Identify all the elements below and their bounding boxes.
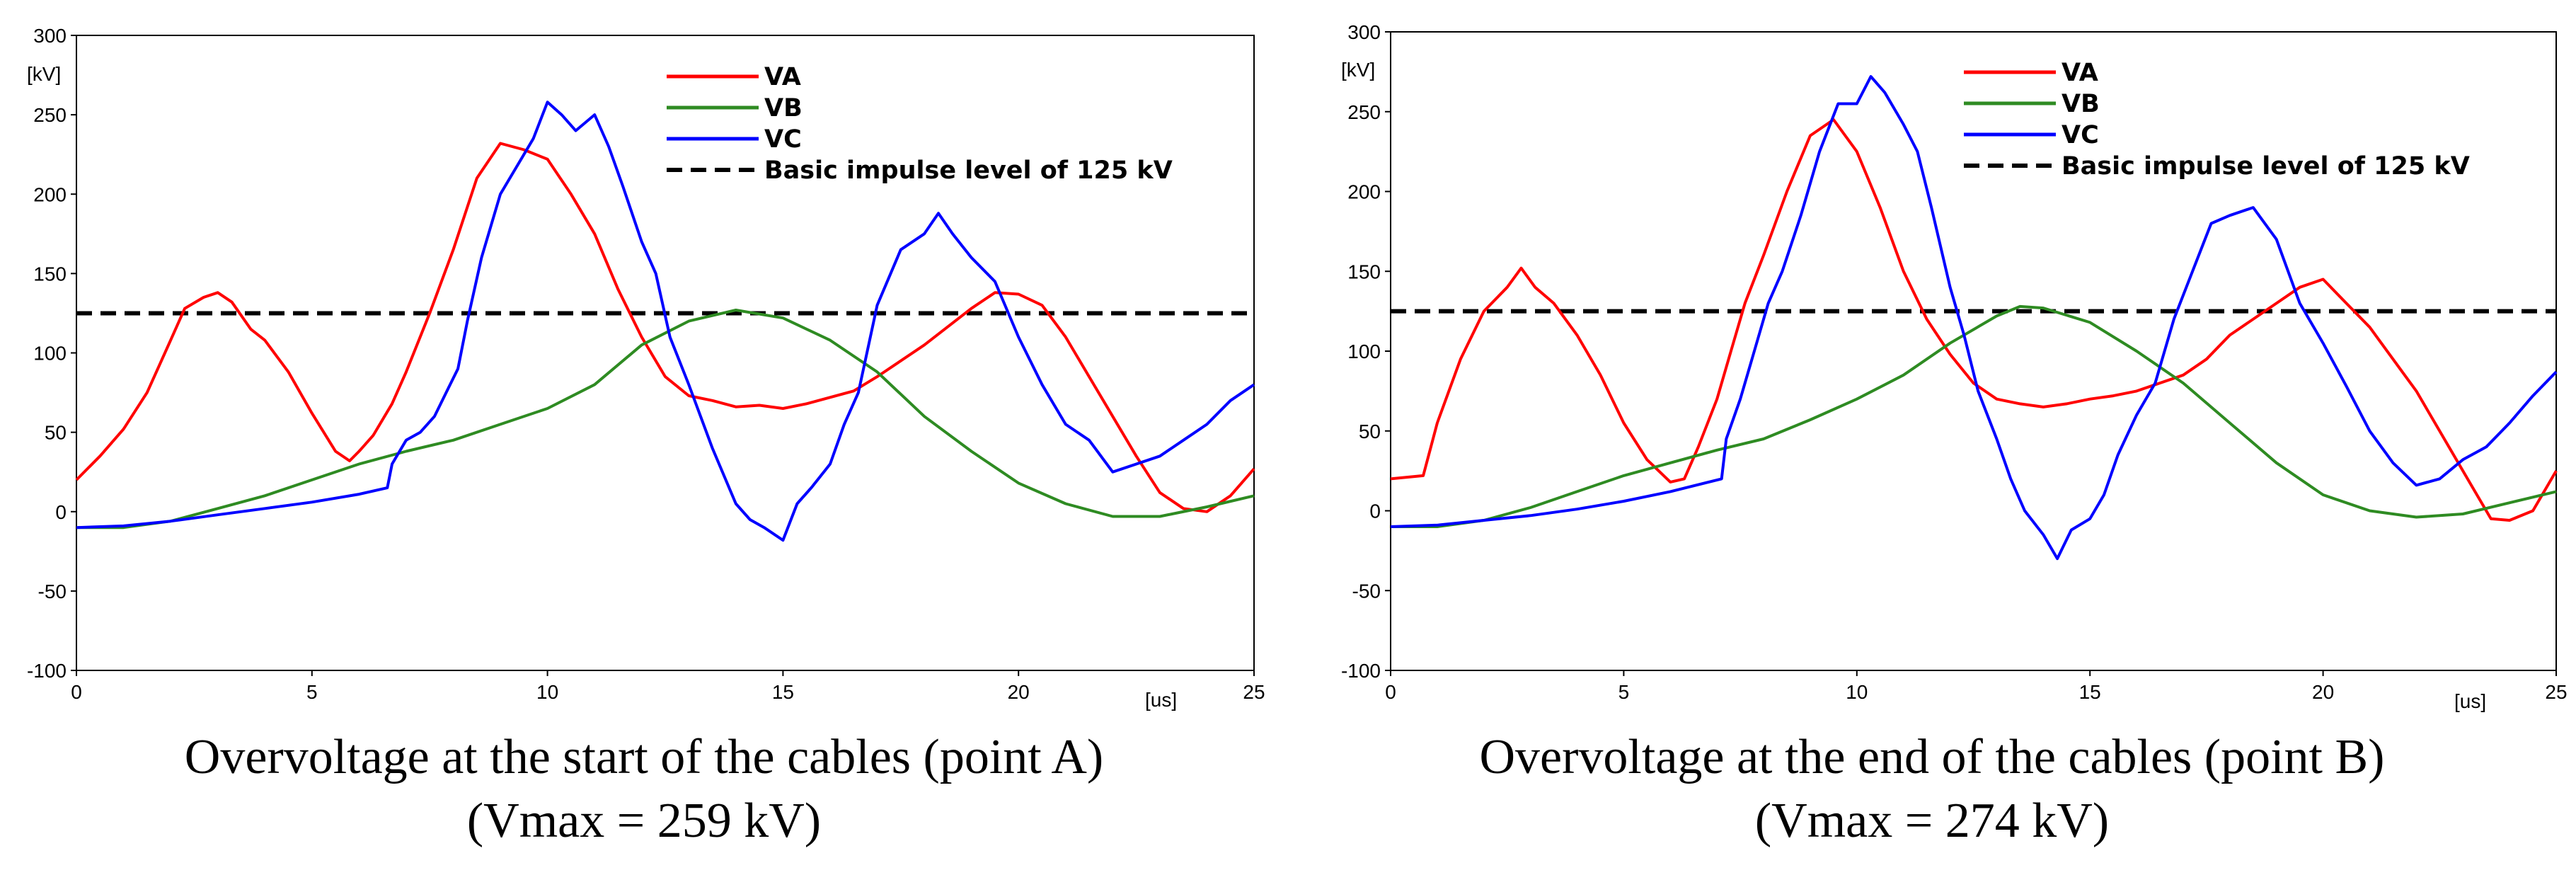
series-vc-line-a [76, 101, 1255, 542]
y-tick-label-b: 300 [1347, 21, 1381, 43]
x-tick-label-a: 10 [536, 681, 558, 703]
x-tick-label-a: 5 [306, 681, 318, 703]
y-tick-label-a: 300 [33, 25, 67, 47]
legend-label-bil-b: Basic impulse level of 125 kV [2062, 152, 2470, 181]
x-tick-label-b: 10 [1846, 681, 1868, 703]
legend-b: VA VB VC Basic impulse level of 125 kV [1964, 59, 2470, 181]
series-va-line-b [1390, 118, 2558, 522]
x-tick-label-a: 0 [71, 681, 82, 703]
legend-label-bil-a: Basic impulse level of 125 kV [764, 156, 1173, 185]
x-tick-label-b: 25 [2545, 681, 2567, 703]
legend-a: VA VB VC Basic impulse level of 125 kV [667, 63, 1173, 185]
y-tick-label-a: -50 [38, 581, 67, 602]
series-vb-line-a [76, 309, 1255, 530]
series-vb-line-b [1391, 304, 2557, 528]
legend-label-va-b: VA [2062, 59, 2098, 87]
legend-label-vc-b: VC [2062, 121, 2099, 149]
y-axis-label-b: [kV] [1341, 59, 1375, 81]
caption-vmax-a: (Vmax = 259 kV) [466, 794, 822, 848]
y-tick-label-b: 100 [1347, 341, 1381, 362]
caption-title-a: Overvoltage at the start of the cables (… [184, 730, 1104, 784]
y-ticks-b: -100 -50 0 50 100 150 200 250 300 [1341, 21, 1391, 682]
y-tick-label-a: -100 [27, 660, 67, 682]
chart-panel-a: -100 -50 0 50 100 150 200 250 300 0 5 10 15 20 25 [kV… [27, 25, 1265, 848]
y-tick-label-b: 200 [1347, 181, 1381, 203]
chart-a-frame [76, 35, 1255, 671]
chart-b-svg: -100 -50 0 50 100 150 200 250 300 0 5 10 15 20 25 [kV… [1341, 21, 2568, 712]
x-ticks-b: 0 5 10 15 20 25 [1385, 670, 2568, 703]
legend-label-vb-a: VB [764, 94, 803, 122]
x-axis-label-a: [us] [1145, 689, 1177, 711]
chart-a-svg: -100 -50 0 50 100 150 200 250 300 0 5 10 15 20 25 [kV… [27, 25, 1265, 711]
caption-title-b: Overvoltage at the end of the cables (po… [1479, 730, 2385, 784]
y-tick-label-b: 50 [1359, 421, 1381, 442]
legend-label-vb-b: VB [2062, 90, 2100, 118]
x-axis-label-b: [us] [2454, 690, 2486, 712]
x-tick-label-b: 0 [1385, 681, 1396, 703]
x-tick-label-a: 20 [1008, 681, 1030, 703]
plot-area-a [76, 35, 1255, 671]
y-tick-label-b: 250 [1347, 101, 1381, 123]
chart-panel-b: -100 -50 0 50 100 150 200 250 300 0 5 10 15 20 25 [kV… [1288, 0, 2576, 875]
y-ticks-a: -100 -50 0 50 100 150 200 250 300 [27, 25, 76, 682]
series-va-line-a [75, 142, 1255, 513]
legend-label-vc-a: VC [764, 125, 802, 154]
chart-b-frame [1390, 31, 2557, 671]
series-layer-a [75, 101, 1255, 542]
y-axis-label-a: [kV] [27, 63, 61, 85]
y-tick-label-a: 150 [33, 263, 67, 285]
x-tick-label-b: 20 [2312, 681, 2334, 703]
y-tick-label-a: 100 [33, 343, 67, 365]
y-tick-label-b: 150 [1347, 261, 1381, 282]
x-tick-label-a: 15 [772, 681, 794, 703]
x-ticks-a: 0 5 10 15 20 25 [71, 670, 1265, 703]
plot-area-b [1390, 31, 2557, 671]
y-tick-label-a: 0 [55, 501, 67, 523]
x-tick-label-b: 5 [1618, 681, 1630, 703]
y-tick-label-a: 250 [33, 104, 67, 126]
caption-vmax-b: (Vmax = 274 kV) [1754, 794, 2110, 848]
y-tick-label-a: 50 [45, 422, 67, 444]
y-tick-label-b: -50 [1352, 580, 1381, 602]
y-tick-label-b: -100 [1341, 660, 1381, 682]
series-vc-line-b [1390, 75, 2558, 561]
legend-label-va-a: VA [764, 63, 801, 91]
x-tick-label-a: 25 [1243, 681, 1265, 703]
y-tick-label-b: 0 [1369, 501, 1381, 522]
series-layer-b [1390, 75, 2558, 561]
x-tick-label-b: 15 [2079, 681, 2101, 703]
y-tick-label-a: 200 [33, 183, 67, 205]
